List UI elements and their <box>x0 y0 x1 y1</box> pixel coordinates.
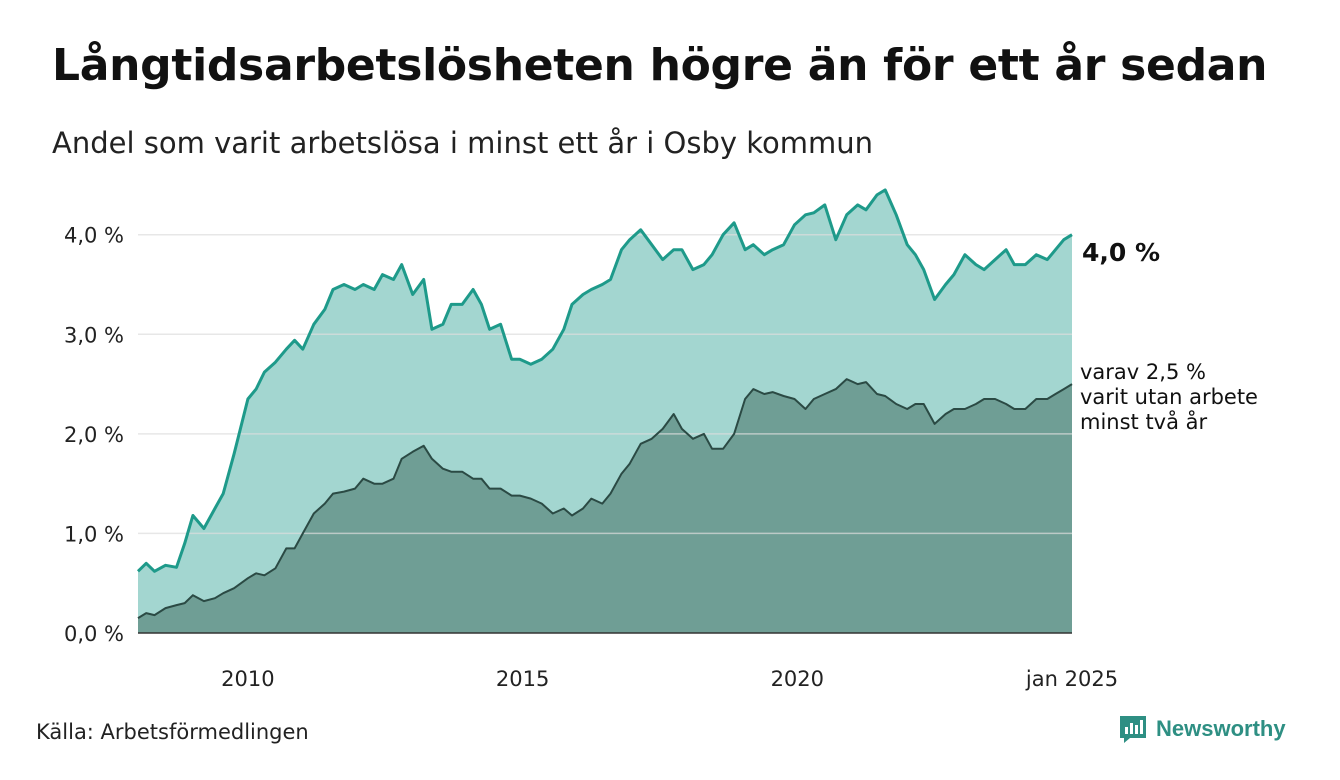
series-2-area <box>138 379 1072 633</box>
x-tick-label-2: 2020 <box>771 667 824 691</box>
series-1-line <box>136 188 1073 573</box>
chart-subtitle: Andel som varit arbetslösa i minst ett å… <box>52 126 874 160</box>
y-tick-label-2: 2,0 % <box>64 423 124 447</box>
source-text: Källa: Arbetsförmedlingen <box>36 720 309 744</box>
y-tick-label-1: 1,0 % <box>64 522 124 546</box>
x-tick-label-1: 2015 <box>496 667 549 691</box>
end-sub-line-3: minst två år <box>1080 410 1208 434</box>
y-tick-label-3: 3,0 % <box>64 323 124 347</box>
end-sub-line-1: varav 2,5 % <box>1080 360 1206 384</box>
newsworthy-logo-icon <box>1120 716 1146 743</box>
end-value-label: 4,0 % <box>1082 238 1161 267</box>
end-sub-label: varav 2,5 % varit utan arbete minst två … <box>1080 360 1258 435</box>
end-sub-line-2: varit utan arbete <box>1080 385 1258 409</box>
series-2-line <box>137 378 1073 619</box>
y-tick-label-4: 4,0 % <box>64 224 124 248</box>
x-tick-label-3: jan 2025 <box>1025 667 1118 691</box>
x-tick-label-0: 2010 <box>221 667 274 691</box>
brand-name: Newsworthy <box>1156 716 1286 741</box>
chart-title: Långtidsarbetslösheten högre än för ett … <box>52 40 1268 91</box>
y-tick-label-0: 0,0 % <box>64 622 124 646</box>
brand-logo[interactable]: Newsworthy <box>1118 714 1286 744</box>
